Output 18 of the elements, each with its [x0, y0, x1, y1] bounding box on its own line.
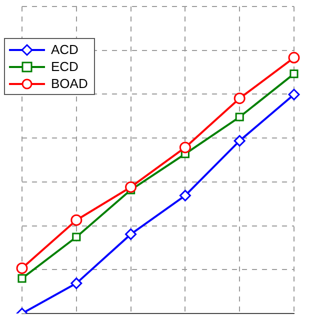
point	[234, 135, 246, 147]
point	[72, 232, 81, 242]
point	[18, 274, 26, 283]
point	[288, 88, 300, 100]
point	[179, 142, 191, 154]
point	[288, 52, 300, 64]
point	[290, 70, 298, 78]
point	[16, 262, 28, 274]
legend-label: ACD	[51, 42, 78, 57]
point	[70, 214, 82, 226]
legend-label: ECD	[51, 59, 78, 74]
point	[234, 92, 246, 104]
point	[70, 278, 82, 290]
point	[125, 181, 137, 193]
point	[179, 190, 191, 202]
point	[235, 112, 244, 122]
point	[125, 228, 137, 240]
legend-label: BOAD	[51, 76, 88, 91]
